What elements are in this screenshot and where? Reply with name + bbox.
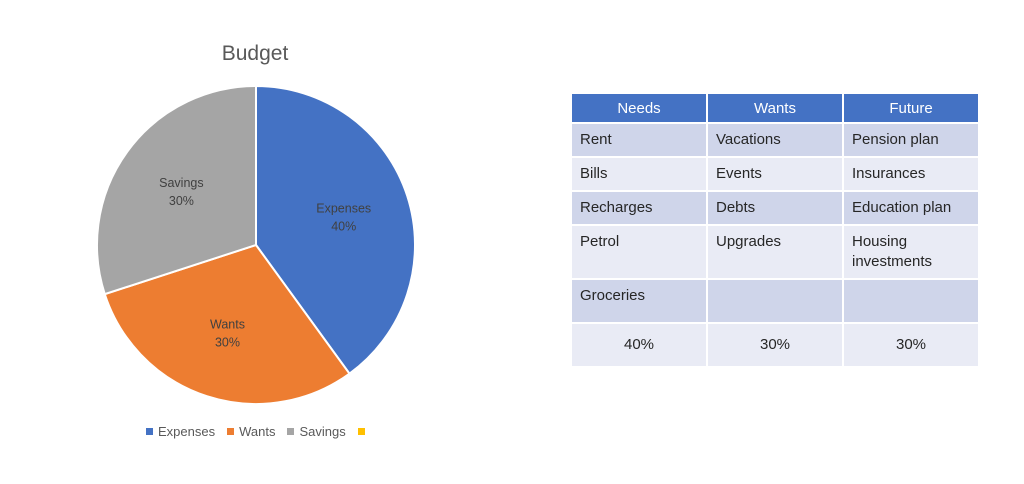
total-future: 30% (842, 322, 980, 368)
legend-swatch-wants (227, 427, 235, 435)
legend-label-expenses: Expenses (158, 423, 216, 439)
table-cell: Groceries (570, 278, 708, 324)
total-wants: 30% (706, 322, 844, 368)
legend-item-blank (357, 427, 370, 435)
budget-table: Needs Wants Future Rent Vacations Pensio… (570, 92, 980, 368)
table-row: Petrol Upgrades Housing investments (570, 224, 980, 280)
pie-slice-expenses (255, 84, 416, 376)
legend-item-wants: Wants (227, 424, 275, 439)
table-row: Recharges Debts Education plan (570, 190, 980, 226)
legend-item-expenses: Expenses (146, 424, 215, 439)
table-row: Rent Vacations Pension plan (570, 122, 980, 158)
legend-swatch-blank (357, 427, 365, 435)
table-header-row: Needs Wants Future (570, 92, 980, 124)
header-needs: Needs (570, 92, 708, 124)
header-wants: Wants (706, 92, 844, 124)
pie-slice-savings (96, 84, 257, 296)
legend-swatch-savings (287, 427, 295, 435)
table-totals-row: 40% 30% 30% (570, 322, 980, 368)
table-cell (706, 278, 844, 324)
table-cell (842, 278, 980, 324)
data-label-wants: Wants 30% (210, 318, 245, 350)
table-cell: Recharges (570, 190, 708, 226)
table-cell: Debts (706, 190, 844, 226)
table-cell: Vacations (706, 122, 844, 158)
table-cell: Insurances (842, 156, 980, 192)
pie-slice-wants (103, 243, 351, 405)
table-cell: Petrol (570, 224, 708, 280)
table-row: Bills Events Insurances (570, 156, 980, 192)
table-cell: Events (706, 156, 844, 192)
table-cell: Housing investments (842, 224, 980, 280)
header-future: Future (842, 92, 980, 124)
chart-title: Budget (221, 42, 289, 65)
table-cell: Bills (570, 156, 708, 192)
legend-swatch-expenses (146, 427, 153, 435)
chart-legend: Expenses Wants Savings (146, 422, 382, 440)
legend-label-wants: Wants (239, 423, 276, 439)
legend-item-savings: Savings (287, 423, 346, 439)
table-cell: Upgrades (706, 224, 844, 280)
legend-label-savings: Savings (299, 423, 346, 439)
table-cell: Education plan (842, 190, 980, 226)
data-label-savings: Savings 30% (159, 176, 203, 208)
total-needs: 40% (570, 322, 708, 368)
table-row: Groceries (570, 278, 980, 324)
data-label-expenses: Expenses 40% (316, 202, 371, 234)
table-cell: Rent (570, 122, 708, 158)
pie-chart: Expenses 40% Wants 30% Savings 30% (96, 84, 416, 405)
table-cell: Pension plan (842, 122, 980, 158)
